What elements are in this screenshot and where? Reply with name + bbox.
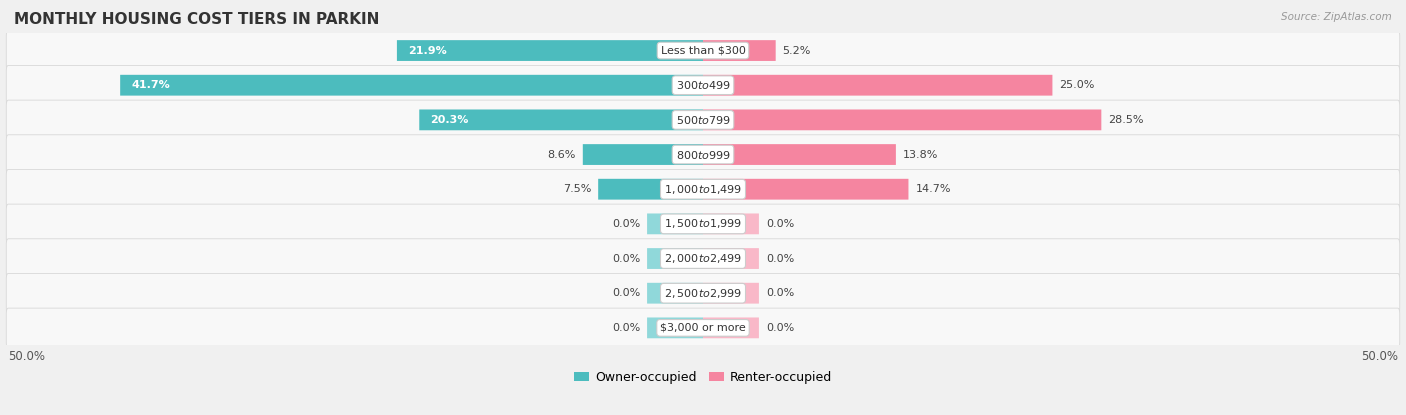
Text: 0.0%: 0.0% — [612, 288, 640, 298]
Text: 13.8%: 13.8% — [903, 149, 938, 159]
Text: $800 to $999: $800 to $999 — [675, 149, 731, 161]
Text: 0.0%: 0.0% — [766, 254, 794, 264]
Text: $500 to $799: $500 to $799 — [675, 114, 731, 126]
FancyBboxPatch shape — [647, 248, 703, 269]
Text: $2,000 to $2,499: $2,000 to $2,499 — [664, 252, 742, 265]
Text: 0.0%: 0.0% — [612, 219, 640, 229]
Text: MONTHLY HOUSING COST TIERS IN PARKIN: MONTHLY HOUSING COST TIERS IN PARKIN — [14, 12, 380, 27]
FancyBboxPatch shape — [703, 317, 759, 338]
FancyBboxPatch shape — [703, 179, 908, 200]
FancyBboxPatch shape — [703, 75, 1053, 95]
Text: 0.0%: 0.0% — [766, 323, 794, 333]
Text: Source: ZipAtlas.com: Source: ZipAtlas.com — [1281, 12, 1392, 22]
Text: 25.0%: 25.0% — [1059, 80, 1095, 90]
FancyBboxPatch shape — [647, 283, 703, 304]
Text: $1,000 to $1,499: $1,000 to $1,499 — [664, 183, 742, 196]
Text: 8.6%: 8.6% — [547, 149, 576, 159]
FancyBboxPatch shape — [6, 100, 1400, 139]
Text: 28.5%: 28.5% — [1108, 115, 1144, 125]
Text: 50.0%: 50.0% — [1361, 350, 1398, 364]
FancyBboxPatch shape — [703, 213, 759, 234]
FancyBboxPatch shape — [6, 169, 1400, 209]
Text: 0.0%: 0.0% — [766, 219, 794, 229]
Text: 50.0%: 50.0% — [8, 350, 45, 364]
Text: 20.3%: 20.3% — [430, 115, 468, 125]
FancyBboxPatch shape — [419, 110, 703, 130]
FancyBboxPatch shape — [703, 110, 1101, 130]
FancyBboxPatch shape — [703, 283, 759, 304]
Text: $300 to $499: $300 to $499 — [675, 79, 731, 91]
FancyBboxPatch shape — [6, 273, 1400, 313]
Text: Less than $300: Less than $300 — [661, 46, 745, 56]
FancyBboxPatch shape — [647, 213, 703, 234]
Text: 14.7%: 14.7% — [915, 184, 950, 194]
FancyBboxPatch shape — [647, 317, 703, 338]
FancyBboxPatch shape — [6, 31, 1400, 70]
Text: 21.9%: 21.9% — [408, 46, 447, 56]
Text: 0.0%: 0.0% — [766, 288, 794, 298]
FancyBboxPatch shape — [703, 144, 896, 165]
Text: 0.0%: 0.0% — [612, 323, 640, 333]
Legend: Owner-occupied, Renter-occupied: Owner-occupied, Renter-occupied — [568, 366, 838, 389]
Text: 7.5%: 7.5% — [562, 184, 591, 194]
Text: 41.7%: 41.7% — [131, 80, 170, 90]
Text: 5.2%: 5.2% — [783, 46, 811, 56]
Text: 0.0%: 0.0% — [612, 254, 640, 264]
Text: $3,000 or more: $3,000 or more — [661, 323, 745, 333]
FancyBboxPatch shape — [703, 40, 776, 61]
FancyBboxPatch shape — [120, 75, 703, 95]
Text: $1,500 to $1,999: $1,500 to $1,999 — [664, 217, 742, 230]
FancyBboxPatch shape — [583, 144, 703, 165]
FancyBboxPatch shape — [396, 40, 703, 61]
FancyBboxPatch shape — [6, 204, 1400, 244]
Text: $2,500 to $2,999: $2,500 to $2,999 — [664, 287, 742, 300]
FancyBboxPatch shape — [6, 239, 1400, 278]
FancyBboxPatch shape — [6, 308, 1400, 348]
FancyBboxPatch shape — [6, 66, 1400, 105]
FancyBboxPatch shape — [703, 248, 759, 269]
FancyBboxPatch shape — [6, 135, 1400, 174]
FancyBboxPatch shape — [598, 179, 703, 200]
